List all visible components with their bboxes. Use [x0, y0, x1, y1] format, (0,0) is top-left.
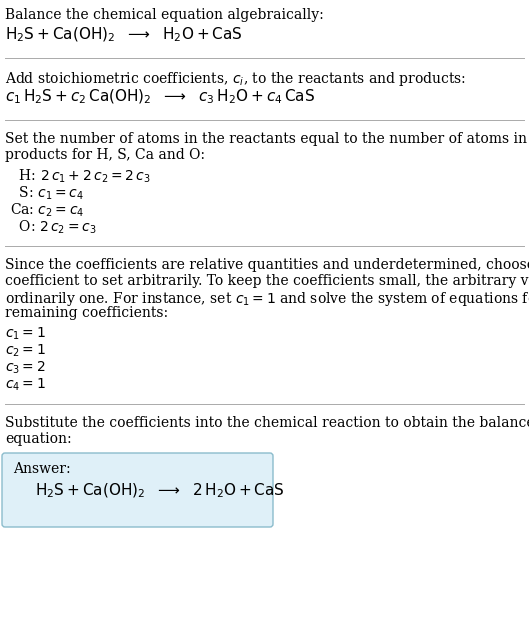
Text: $\mathrm{H_2S + Ca(OH)_2}$  $\longrightarrow$  $\mathrm{H_2O + CaS}$: $\mathrm{H_2S + Ca(OH)_2}$ $\longrightar…: [5, 26, 243, 45]
Text: ordinarily one. For instance, set $c_1 = 1$ and solve the system of equations fo: ordinarily one. For instance, set $c_1 =…: [5, 290, 529, 308]
Text: remaining coefficients:: remaining coefficients:: [5, 306, 168, 320]
Text: Substitute the coefficients into the chemical reaction to obtain the balanced: Substitute the coefficients into the che…: [5, 416, 529, 430]
Text: Since the coefficients are relative quantities and underdetermined, choose a: Since the coefficients are relative quan…: [5, 258, 529, 272]
Text: S: $c_1 = c_4$: S: $c_1 = c_4$: [10, 185, 84, 203]
Text: $c_1 = 1$: $c_1 = 1$: [5, 326, 46, 342]
Text: products for H, S, Ca and O:: products for H, S, Ca and O:: [5, 148, 205, 162]
Text: coefficient to set arbitrarily. To keep the coefficients small, the arbitrary va: coefficient to set arbitrarily. To keep …: [5, 274, 529, 288]
FancyBboxPatch shape: [2, 453, 273, 527]
Text: Add stoichiometric coefficients, $c_i$, to the reactants and products:: Add stoichiometric coefficients, $c_i$, …: [5, 70, 466, 88]
Text: $\mathrm{H_2S + Ca(OH)_2}$  $\longrightarrow$  $\mathrm{2\,H_2O + CaS}$: $\mathrm{H_2S + Ca(OH)_2}$ $\longrightar…: [35, 482, 285, 500]
Text: Balance the chemical equation algebraically:: Balance the chemical equation algebraica…: [5, 8, 324, 22]
Text: O: $2\,c_2 = c_3$: O: $2\,c_2 = c_3$: [10, 219, 97, 236]
Text: H: $2\,c_1 + 2\,c_2 = 2\,c_3$: H: $2\,c_1 + 2\,c_2 = 2\,c_3$: [10, 168, 151, 186]
Text: Answer:: Answer:: [13, 462, 71, 476]
Text: Set the number of atoms in the reactants equal to the number of atoms in the: Set the number of atoms in the reactants…: [5, 132, 529, 146]
Text: $c_3 = 2$: $c_3 = 2$: [5, 360, 45, 376]
Text: $c_4 = 1$: $c_4 = 1$: [5, 377, 46, 393]
Text: equation:: equation:: [5, 432, 71, 446]
Text: $c_1\,\mathrm{H_2S} + c_2\,\mathrm{Ca(OH)_2}$  $\longrightarrow$  $c_3\,\mathrm{: $c_1\,\mathrm{H_2S} + c_2\,\mathrm{Ca(OH…: [5, 88, 315, 107]
Text: $c_2 = 1$: $c_2 = 1$: [5, 343, 46, 359]
Text: Ca: $c_2 = c_4$: Ca: $c_2 = c_4$: [10, 202, 85, 219]
